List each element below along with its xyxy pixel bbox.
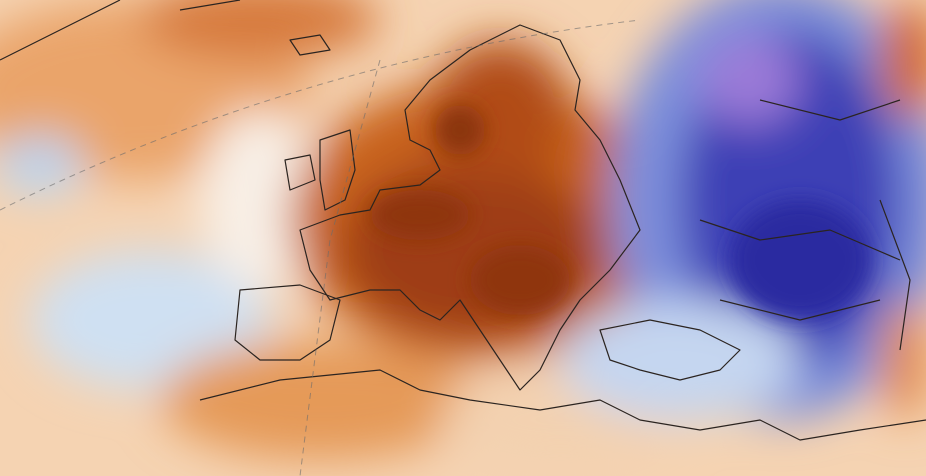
cool-patch [560, 300, 800, 420]
coastlines [0, 0, 926, 441]
black-sea-region [599, 319, 741, 381]
warm-patch [880, 300, 926, 420]
warm-patch [880, 0, 926, 120]
neutral-patch [200, 110, 320, 290]
iberia [234, 284, 341, 361]
cool-patch [30, 250, 270, 390]
graticule [0, 19, 641, 476]
longitude-line [299, 59, 381, 476]
very-cold-patch [700, 35, 800, 125]
hot-patch [435, 105, 485, 155]
borders [699, 99, 911, 351]
britain [319, 129, 356, 211]
hot-patch [370, 190, 470, 240]
hot-patch [470, 245, 570, 315]
latitude-line [0, 19, 641, 211]
hot-patch [340, 160, 600, 340]
anomaly-detail [370, 105, 870, 320]
north-africa-coast [199, 369, 926, 441]
very-cold-patch [730, 200, 870, 320]
europe-outline [299, 24, 641, 391]
ireland [284, 154, 316, 191]
warm-patch [160, 340, 480, 460]
warm-patch [140, 0, 380, 60]
greenland-coast [0, 0, 241, 61]
iceland [289, 34, 331, 56]
